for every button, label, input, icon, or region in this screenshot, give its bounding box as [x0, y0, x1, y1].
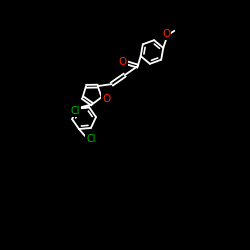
- Text: O: O: [118, 57, 127, 67]
- Text: Cl: Cl: [70, 106, 80, 116]
- Text: O: O: [162, 29, 170, 39]
- Text: Cl: Cl: [86, 134, 96, 144]
- Text: O: O: [102, 94, 110, 104]
